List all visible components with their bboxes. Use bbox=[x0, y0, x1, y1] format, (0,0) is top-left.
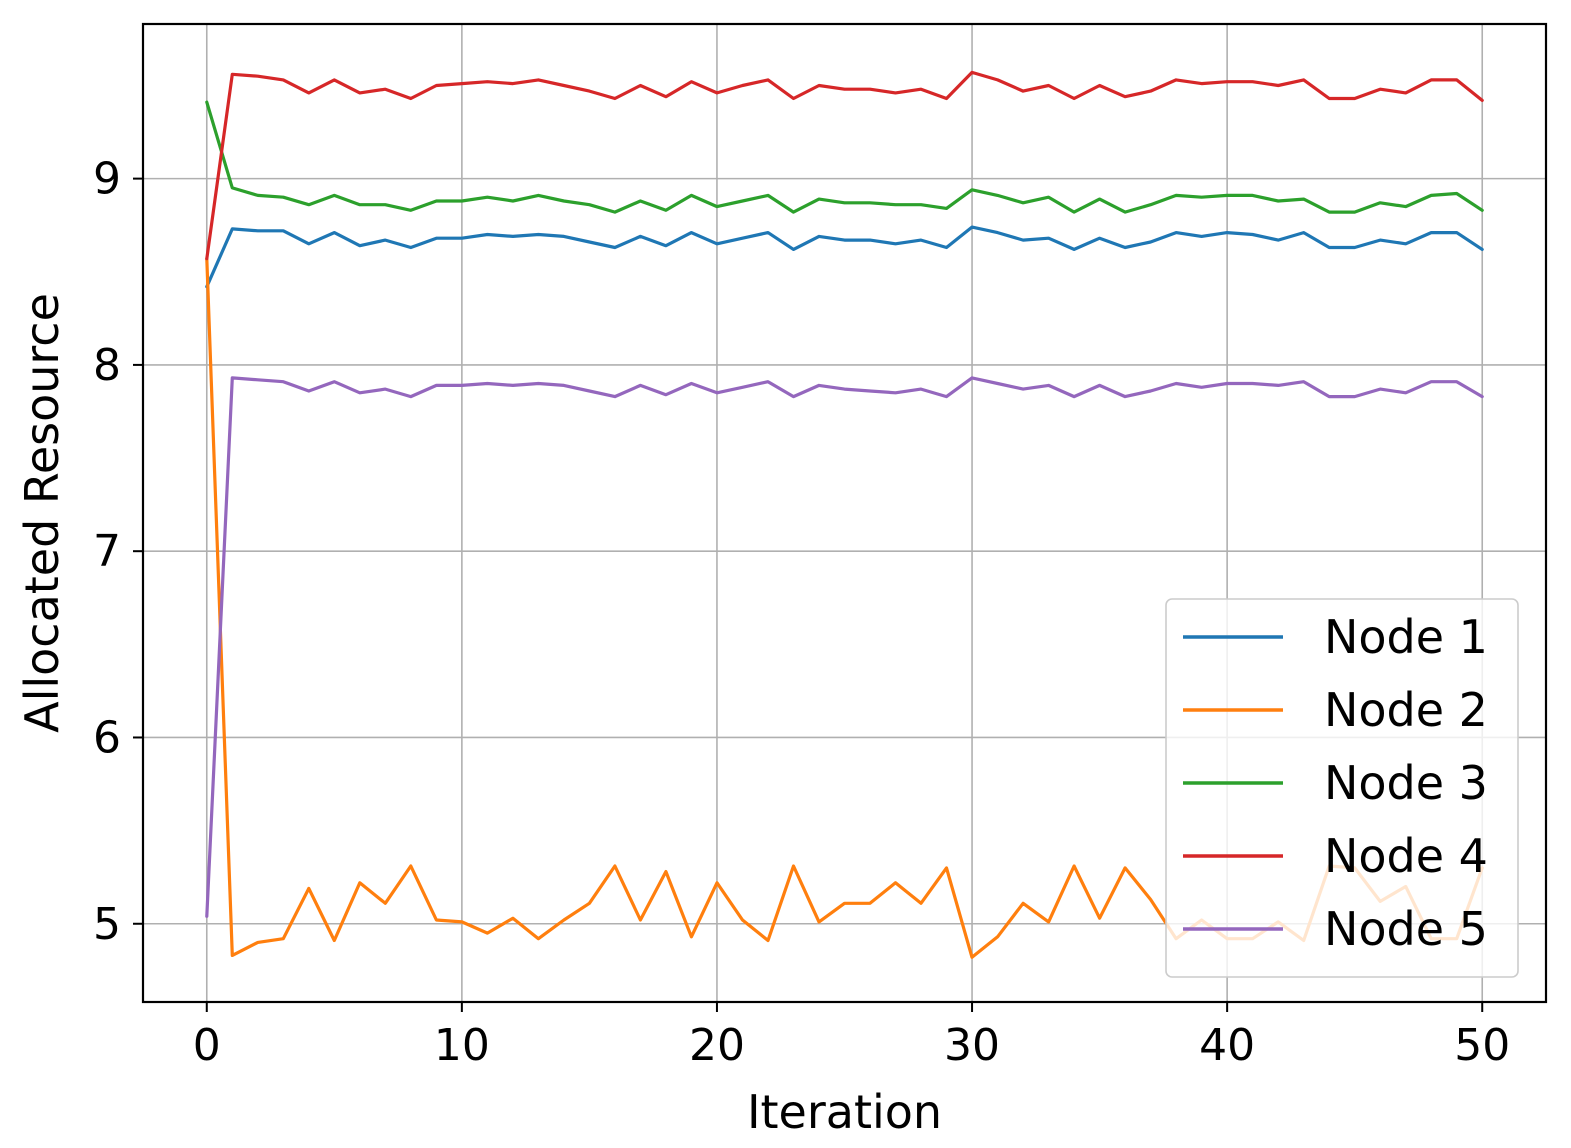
legend-label-node-2: Node 2 bbox=[1324, 683, 1488, 737]
grid bbox=[143, 24, 1546, 1002]
x-tick-label: 50 bbox=[1454, 1020, 1510, 1071]
y-tick-label: 9 bbox=[93, 154, 121, 205]
x-tick-label: 20 bbox=[689, 1020, 745, 1071]
series-line-node-4 bbox=[205, 70, 1484, 261]
legend-box bbox=[1165, 598, 1519, 978]
legend-items: Node 1 Node 2 Node 3 Node 4 Node 5 bbox=[1183, 610, 1488, 956]
y-tick-label: 8 bbox=[93, 340, 121, 391]
x-tick-label: 30 bbox=[944, 1020, 1000, 1071]
x-tick-label: 10 bbox=[434, 1020, 490, 1071]
x-tick-label: 40 bbox=[1199, 1020, 1255, 1071]
series-line-node-3 bbox=[205, 100, 1484, 214]
legend-label-node-1: Node 1 bbox=[1324, 610, 1488, 664]
plot-frame bbox=[141, 22, 1548, 1004]
series-line-node-5 bbox=[205, 376, 1484, 918]
y-tick-label: 5 bbox=[93, 899, 121, 950]
legend-label-node-4: Node 4 bbox=[1324, 829, 1488, 883]
x-axis-ticks: 0 10 20 30 40 50 bbox=[193, 1002, 1510, 1071]
y-axis-ticks: 5 6 7 8 9 bbox=[93, 154, 143, 950]
legend: Node 1 Node 2 Node 3 Node 4 Node 5 bbox=[1165, 598, 1519, 978]
x-axis-label: Iteration bbox=[747, 1085, 942, 1139]
series-line-node-1 bbox=[205, 225, 1484, 289]
legend-label-node-3: Node 3 bbox=[1324, 756, 1488, 810]
legend-label-node-5: Node 5 bbox=[1324, 902, 1488, 956]
y-tick-label: 7 bbox=[93, 526, 121, 577]
y-tick-label: 6 bbox=[93, 712, 121, 763]
x-tick-label: 0 bbox=[193, 1020, 221, 1071]
y-axis-label: Allocated Resource bbox=[15, 293, 69, 733]
